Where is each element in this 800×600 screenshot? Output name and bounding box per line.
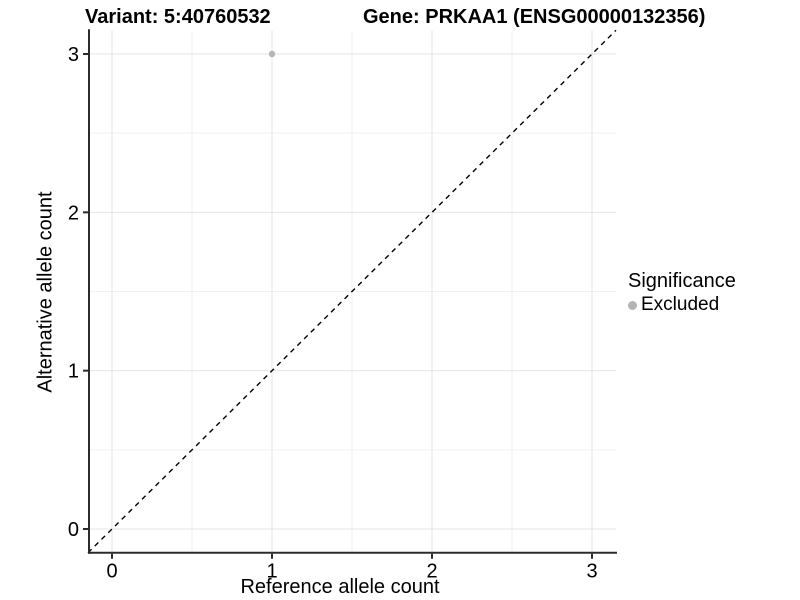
y-tick-label: 2 [68,202,79,224]
x-tick-label: 0 [106,561,117,583]
x-tick-label: 1 [266,561,277,583]
y-tick-label: 0 [68,519,79,541]
legend: Significance Excluded [628,270,736,316]
x-axis-label: Reference allele count [240,576,440,598]
y-axis-label: Alternative allele count [34,191,57,393]
identity-line [87,29,617,554]
legend-title: Significance [628,270,736,292]
y-tick-label: 3 [68,44,79,66]
data-point-excluded [268,50,276,58]
legend-item-excluded: Excluded [628,294,736,316]
y-tick-label: 1 [68,361,79,383]
gene-title: Gene: PRKAA1 (ENSG00000132356) [363,6,706,28]
x-tick-label: 3 [586,561,597,583]
excluded-point-icon [628,300,637,310]
x-tick-label: 2 [426,561,437,583]
variant-title: Variant: 5:40760532 [85,6,271,28]
legend-item-label: Excluded [641,294,720,315]
